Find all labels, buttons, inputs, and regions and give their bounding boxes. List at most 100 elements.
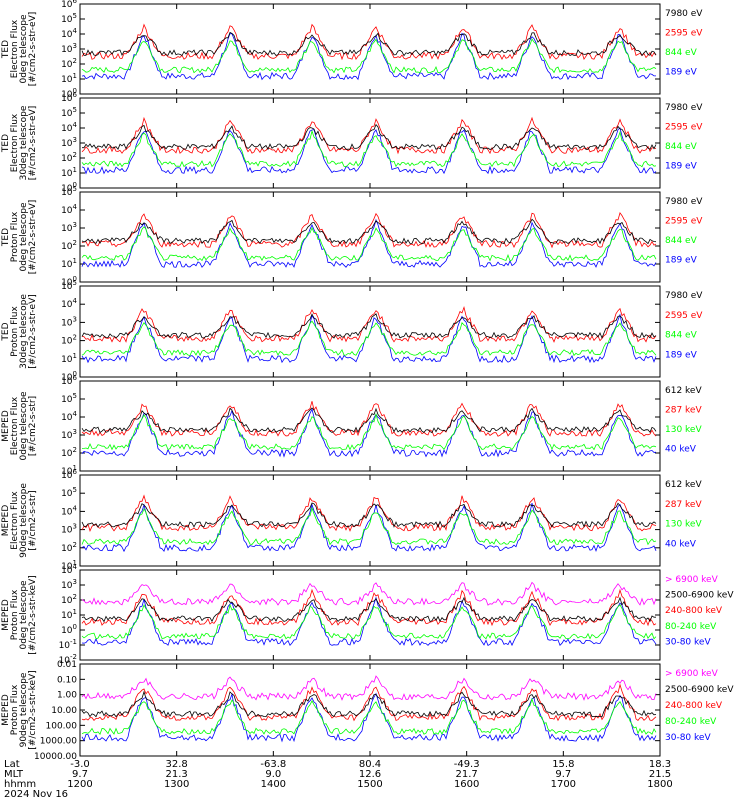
series-trace [81, 32, 656, 81]
y-tick-label: 103 [61, 578, 77, 591]
y-tick-label: 103 [61, 136, 77, 149]
series-trace [81, 502, 657, 529]
y-tick-label: 103 [61, 428, 77, 441]
y-tick-label: 104 [61, 504, 77, 517]
series-trace [81, 690, 657, 718]
y-tick-label: 102 [61, 57, 77, 70]
footer-lat-value: -63.8 [260, 759, 286, 770]
y-axis-label: MEPEDElectron Flux0deg telescope[#/cm2-s… [1, 391, 38, 461]
y-tick-label: 0.10 [57, 675, 77, 685]
y-tick-label: 105 [61, 12, 77, 25]
footer-row-label-lat: Lat [4, 759, 20, 770]
footer-hhmm-value: 1500 [357, 779, 382, 790]
legend-7980-ev: 7980 eV [665, 291, 703, 301]
y-tick-label: 102 [61, 239, 77, 252]
y-tick-label: 101 [61, 166, 77, 179]
series-trace [81, 31, 657, 57]
plot-frame [79, 3, 661, 95]
y-tick-label: 102 [61, 541, 77, 554]
legend-7980-ev: 7980 eV [665, 197, 703, 207]
legend-240-800-kev: 240-800 keV [665, 701, 723, 711]
series-trace [81, 129, 657, 168]
footer-hhmm-value: 1600 [454, 779, 479, 790]
footer-hhmm-value: 1200 [67, 779, 92, 790]
y-tick-label: 101 [61, 257, 77, 270]
plot-frame [79, 569, 661, 661]
legend-189-ev: 189 eV [665, 350, 698, 360]
footer-hhmm-value: 1700 [551, 779, 576, 790]
footer-hhmm-value: 1400 [261, 779, 286, 790]
legend-2595-ev: 2595 eV [665, 217, 703, 227]
series-trace [81, 494, 657, 532]
footer-mlt-value: 21.7 [456, 769, 478, 780]
y-tick-label: 104 [61, 121, 77, 134]
y-tick-label: 103 [61, 42, 77, 55]
legend-189-ev: 189 eV [665, 162, 698, 172]
series-trace [81, 412, 657, 451]
y-tick-label: 101 [61, 72, 77, 85]
y-tick-label: 0.01 [57, 660, 77, 670]
legend-80-240-kev: 80-240 keV [665, 622, 717, 632]
y-tick-label: 100 [61, 623, 77, 636]
x-axis-footer: Lat MLT hhmm 2024 Nov 16 -3.0 32.8 -63.8 80… [4, 759, 673, 800]
y-tick-label: 103 [61, 221, 77, 234]
y-axis-label: TEDElectron Flux0deg telescope[#/cm2-s-s… [1, 12, 38, 87]
series-trace [81, 581, 657, 606]
legend-7980-ev: 7980 eV [665, 9, 703, 19]
y-tick-label: 102 [61, 446, 77, 459]
legend-30-80-kev: 30-80 keV [665, 733, 711, 743]
series-trace [81, 408, 657, 458]
footer-mlt-value: 9.0 [265, 769, 281, 780]
footer-lat-value: 80.4 [359, 759, 381, 770]
series-trace [81, 697, 657, 735]
series-trace [81, 506, 657, 546]
footer-mlt-value: 21.3 [166, 769, 188, 780]
y-tick-label: 103 [61, 523, 77, 536]
legend-612-kev: 612 keV [665, 480, 702, 490]
legend-40-kev: 40 keV [665, 445, 697, 455]
y-axis-label: MEPEDElectron Flux90deg telescope[#/cm2-… [1, 483, 38, 558]
panel-7: 10000.00 1000.00 100.00 10.00 1.00 0.10 0.01 ME… [1, 660, 734, 762]
legend-2500-6900-kev: 2500-6900 keV [665, 591, 734, 601]
series-trace [81, 212, 657, 249]
footer-hhmm-value: 1800 [647, 779, 672, 790]
y-axis-label: TEDElectron Flux30deg telescope[#/cm2-s-… [1, 105, 38, 180]
series-trace [81, 218, 657, 268]
legend-130-kev: 130 keV [665, 425, 702, 435]
legend-80-240-kev: 80-240 keV [665, 717, 717, 727]
legend-7980-ev: 7980 eV [665, 103, 703, 113]
series-trace [81, 692, 657, 743]
legend--6900-kev: > 6900 keV [665, 575, 719, 585]
series-trace [81, 683, 657, 722]
y-tick-label: 101 [61, 608, 77, 621]
legend-2595-ev: 2595 eV [665, 123, 703, 133]
series-trace [81, 38, 657, 74]
y-axis-label: TEDProton Flux30deg telescope[#/cm2-s-st… [1, 294, 38, 369]
y-tick-label: 1.00 [57, 691, 77, 701]
legend-189-ev: 189 eV [665, 68, 698, 78]
y-tick-label: 10.00 [51, 706, 77, 716]
series-trace [81, 320, 657, 357]
plot-frame [79, 663, 661, 757]
series-trace [81, 313, 657, 339]
series-trace [81, 675, 657, 701]
series-trace [81, 226, 657, 262]
legend-40-kev: 40 keV [665, 539, 697, 549]
legend-2595-ev: 2595 eV [665, 311, 703, 321]
series-trace [81, 401, 657, 437]
footer-mlt-value: 21.5 [649, 769, 671, 780]
y-tick-label: 105 [61, 486, 77, 499]
legend-844-ev: 844 eV [665, 48, 698, 58]
footer-row-label-hhmm: hhmm [4, 779, 36, 790]
footer-hhmm-value: 1300 [164, 779, 189, 790]
series-trace [82, 123, 657, 151]
series-trace [81, 127, 657, 175]
panels: 100 101 102 103 104 105 106 TEDElectron Flux0de… [1, 0, 734, 762]
legend-612-kev: 612 keV [665, 386, 702, 396]
